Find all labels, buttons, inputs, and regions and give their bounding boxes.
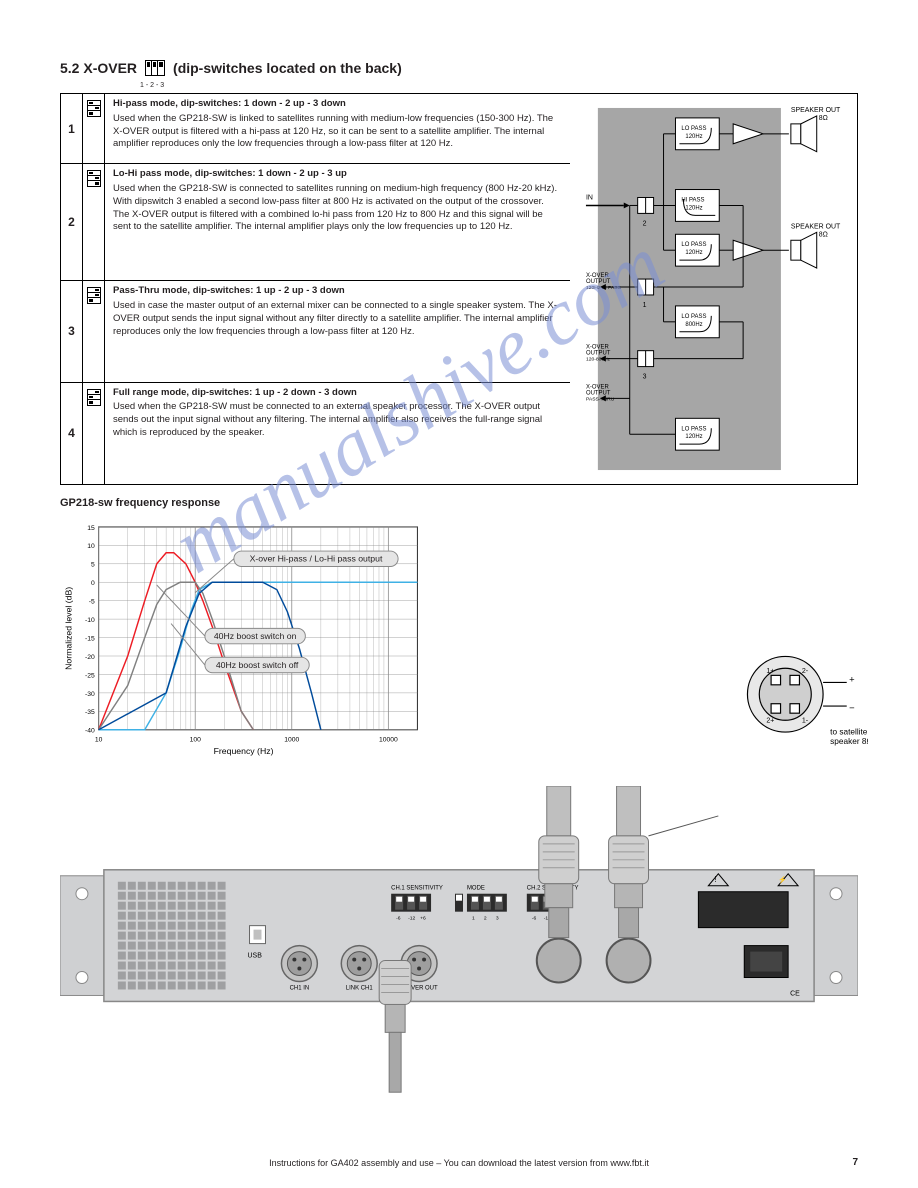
svg-text:OUTPUT: OUTPUT (586, 351, 611, 357)
row-body-2: Used when the GP218-SW is connected to s… (113, 183, 562, 234)
svg-text:PASS-THRU: PASS-THRU (586, 396, 615, 402)
xlr-plug (379, 961, 411, 1093)
svg-text:LO PASS: LO PASS (682, 426, 707, 432)
svg-text:-6: -6 (532, 916, 537, 922)
svg-text:2: 2 (484, 916, 487, 922)
svg-text:8Ω: 8Ω (819, 115, 828, 122)
svg-text:-12: -12 (408, 916, 415, 922)
svg-text:LO PASS: LO PASS (682, 242, 707, 248)
svg-text:HI PASS: HI PASS (682, 197, 705, 203)
page-number: 7 (852, 1157, 858, 1168)
svg-text:LINK CH1: LINK CH1 (346, 985, 374, 991)
row-body-3: Used in case the master output of an ext… (113, 300, 562, 338)
svg-text:LO PASS: LO PASS (682, 314, 707, 320)
svg-text:2+: 2+ (766, 717, 774, 725)
svg-text:120Hz: 120Hz (686, 250, 703, 256)
row-head-2: Lo-Hi pass mode, dip-switches: 1 down - … (113, 168, 562, 181)
section-title-suffix: (dip-switches located on the back) (173, 60, 402, 76)
svg-text:-10: -10 (85, 617, 95, 624)
footer-text: Instructions for GA402 assembly and use … (0, 1158, 918, 1168)
svg-text:OUTPUT: OUTPUT (586, 390, 611, 396)
vent-grille-icon (118, 882, 228, 990)
svg-text:-20: -20 (85, 654, 95, 661)
svg-text:120Hz: 120Hz (686, 205, 703, 211)
svg-text:-15: -15 (85, 635, 95, 642)
svg-text:1000: 1000 (284, 736, 299, 743)
frequency-response-chart: -40 -35 -30 -25 -20 -15 -10 -5 0 5 10 15 10 100 1000 1… (60, 513, 427, 763)
svg-text:-30: -30 (85, 691, 95, 698)
svg-text:3: 3 (496, 916, 499, 922)
section-title-prefix: 5.2 X-OVER (60, 60, 137, 76)
svg-text:5: 5 (91, 562, 95, 569)
row-head-1: Hi-pass mode, dip-switches: 1 down - 2 u… (113, 98, 562, 111)
svg-text:2: 2 (643, 220, 647, 227)
svg-text:USB: USB (248, 953, 263, 960)
svg-text:!: ! (714, 875, 716, 884)
svg-text:LO PASS: LO PASS (682, 126, 707, 132)
rack-rear-panel: USB CH.1 SENSITIVITY-6-12+6MODE123CH.2 S… (60, 786, 858, 1105)
svg-text:800Hz: 800Hz (686, 322, 703, 328)
svg-text:1+: 1+ (766, 667, 774, 675)
svg-text:CH1 IN: CH1 IN (290, 985, 310, 991)
row-head-4: Full range mode, dip-switches: 1 up - 2 … (113, 387, 562, 400)
svg-text:X-over Hi-pass / Lo-Hi pass ou: X-over Hi-pass / Lo-Hi pass output (250, 554, 383, 564)
svg-text:10: 10 (87, 543, 95, 550)
svg-text:speaker 8Ω: speaker 8Ω (830, 737, 868, 746)
svg-text:−: − (849, 703, 855, 714)
svg-text:+: + (849, 674, 855, 685)
svg-text:15: 15 (87, 525, 95, 532)
title-dip-icon (145, 60, 165, 76)
svg-text:-5: -5 (89, 599, 95, 606)
row-dip-1 (83, 94, 105, 163)
svg-text:SPEAKER OUT: SPEAKER OUT (791, 223, 841, 230)
row-head-3: Pass-Thru mode, dip-switches: 1 up - 2 u… (113, 285, 562, 298)
svg-text:-40: -40 (85, 728, 95, 735)
svg-text:Normalized level (dB): Normalized level (dB) (64, 587, 74, 670)
svg-text:8Ω: 8Ω (819, 231, 828, 238)
svg-text:-25: -25 (85, 672, 95, 679)
svg-text:-6: -6 (396, 916, 401, 922)
svg-text:40Hz boost switch on: 40Hz boost switch on (214, 631, 297, 641)
mode-panel: 1 Hi-pass mode, dip-switches: 1 down - 2… (60, 93, 858, 485)
svg-text:⚡: ⚡ (778, 875, 787, 884)
svg-text:IN: IN (586, 194, 593, 201)
dip-numbers-label: 1 - 2 - 3 (140, 82, 858, 89)
chart-title: GP218-sw frequency response (60, 497, 427, 509)
row-dip-3 (83, 281, 105, 381)
row-body-4: Used when the GP218-SW must be connected… (113, 401, 562, 439)
svg-text:-35: -35 (85, 709, 95, 716)
row-dip-2 (83, 164, 105, 280)
svg-text:120-800Hz: 120-800Hz (586, 357, 611, 363)
svg-text:to satellite: to satellite (830, 727, 868, 736)
row-body-1: Used when the GP218-SW is linked to sate… (113, 113, 562, 151)
svg-text:2-: 2- (802, 667, 809, 675)
svg-text:OUTPUT: OUTPUT (586, 279, 611, 285)
signal-flow-diagram: LO PASS 120Hz HI PASS 120Hz LO PASS 120Hz L… (576, 100, 851, 478)
svg-text:0: 0 (91, 580, 95, 587)
svg-text:120Hz: 120Hz (686, 434, 703, 440)
svg-text:CH.1 SENSITIVITY: CH.1 SENSITIVITY (391, 886, 443, 892)
row-num-4: 4 (61, 383, 83, 484)
svg-text:+6: +6 (420, 916, 426, 922)
speakon-pinout-diagram: 1+ 2- 2+ 1- + − to satellite speaker 8Ω (738, 647, 868, 753)
svg-text:40Hz boost switch off: 40Hz boost switch off (216, 660, 299, 670)
svg-text:Frequency (Hz): Frequency (Hz) (214, 746, 274, 756)
svg-text:10: 10 (95, 736, 103, 743)
svg-text:1: 1 (643, 302, 647, 309)
svg-text:SPEAKER OUT: SPEAKER OUT (791, 107, 841, 114)
svg-text:1: 1 (472, 916, 475, 922)
svg-text:120Hz HI PASS: 120Hz HI PASS (586, 285, 622, 291)
svg-text:CE: CE (790, 990, 800, 997)
svg-text:100: 100 (190, 736, 202, 743)
svg-text:MODE: MODE (467, 886, 485, 892)
row-num-1: 1 (61, 94, 83, 163)
row-num-3: 3 (61, 281, 83, 381)
row-num-2: 2 (61, 164, 83, 280)
svg-text:120Hz: 120Hz (686, 134, 703, 140)
svg-text:1-: 1- (802, 717, 809, 725)
row-dip-4 (83, 383, 105, 484)
svg-text:10000: 10000 (379, 736, 398, 743)
svg-text:3: 3 (643, 374, 647, 381)
